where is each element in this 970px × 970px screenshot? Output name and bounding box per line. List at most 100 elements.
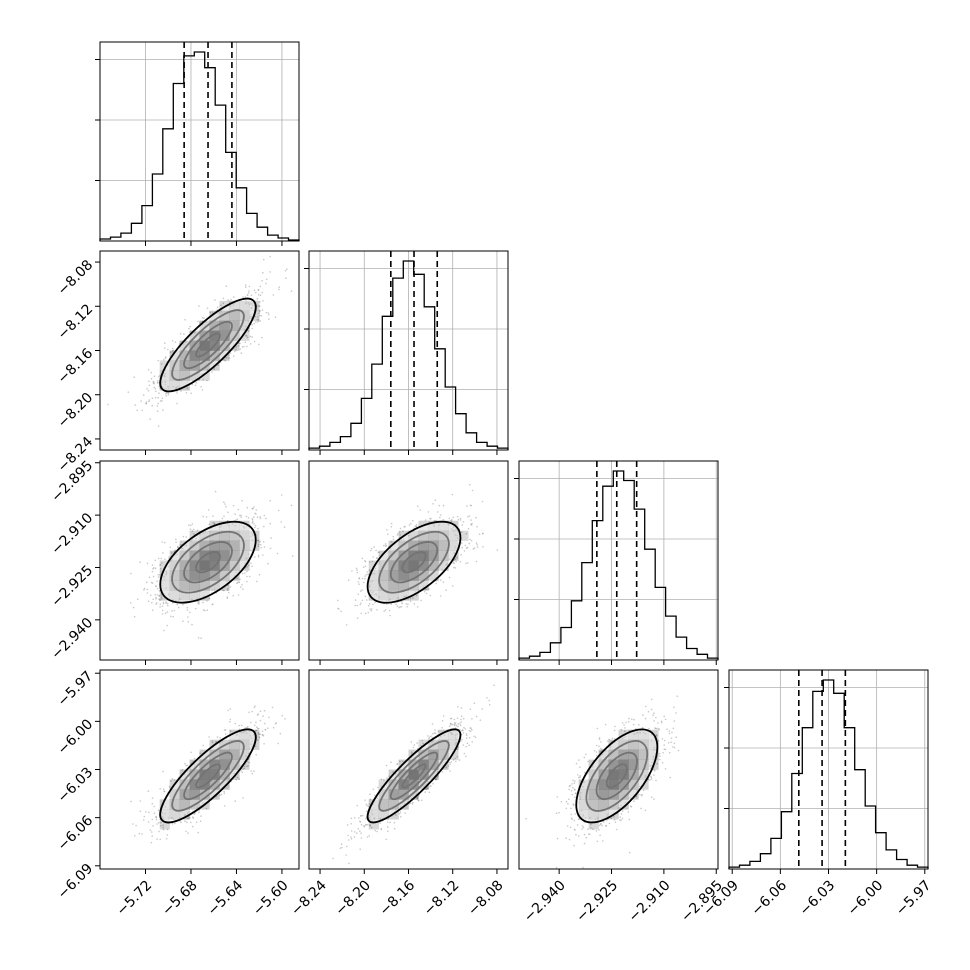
x-tick-label: −8.16 [377,877,419,919]
sample-point [243,767,246,770]
density-cell [239,560,250,571]
sample-point [180,390,182,392]
sample-point [582,814,584,816]
sample-point [594,818,597,821]
sample-point [200,386,202,388]
sample-point [269,255,272,258]
sample-point [185,340,187,343]
sample-point [360,823,363,826]
sample-point [420,599,422,602]
sample-point [642,789,645,792]
sample-point [239,578,241,581]
sample-point [171,340,174,342]
sample-point [240,514,242,517]
sample-point [428,737,430,740]
sample-point [657,740,660,742]
sample-point [211,741,214,744]
density-cell [179,370,190,381]
sample-point [160,596,163,598]
sample-point [248,711,250,714]
sample-point [263,709,266,712]
sample-point [269,547,272,550]
sample-point [575,792,577,794]
sample-point [164,575,166,578]
sample-point [496,549,499,551]
sample-point [261,309,264,312]
sample-point [148,384,151,387]
sample-point [659,758,661,761]
sample-point [372,603,374,606]
sample-point [386,529,388,531]
sample-point [213,590,216,592]
sample-point [167,388,169,390]
density-cell [628,779,639,790]
density-cell [368,809,379,820]
sample-point [584,817,587,819]
contour-line [183,751,233,801]
sample-point [154,396,157,399]
sample-point [173,818,175,821]
sample-point [232,296,235,298]
sample-point [442,518,445,521]
sample-point [424,791,427,793]
panel-frame [99,669,300,870]
sample-point [449,770,451,772]
sample-point [214,299,216,301]
y-tick-label: −8.08 [55,257,97,299]
density-cell [189,350,200,361]
sample-point [272,294,275,296]
sample-point [253,340,256,343]
sample-point [632,723,635,726]
sample-point [164,812,166,815]
sample-point [269,522,272,525]
sample-point [579,796,582,799]
density-cell [189,759,200,770]
sample-point [422,586,425,588]
sample-point [240,352,243,354]
sample-point [389,614,391,617]
sample-point [574,789,576,791]
sample-point [242,797,244,799]
sample-point [369,608,371,610]
density-cell [179,769,190,780]
sample-point [431,741,434,743]
sample-point [574,796,576,798]
sample-point [251,740,253,743]
density-cell [368,580,379,591]
sample-point [188,327,190,330]
sample-point [157,576,160,578]
sample-point [404,812,406,814]
sample-point [246,580,248,583]
sample-point [396,605,399,607]
sample-point [148,380,150,383]
sample-point [369,798,372,800]
sample-point [193,813,196,816]
density-cell [159,380,170,391]
sample-point [167,348,169,351]
sample-point [212,515,214,517]
sample-point [359,820,361,823]
sample-point [600,822,602,825]
sample-point [451,527,453,530]
sample-point [239,342,241,345]
sample-point [373,546,375,548]
sample-point [256,316,259,318]
sample-point [157,425,160,428]
density-cell [189,360,200,371]
sample-point [155,596,157,599]
sample-point [248,303,251,306]
sample-point [221,740,224,743]
sample-point [265,517,267,520]
sample-point [386,777,388,779]
sample-point [361,577,364,580]
sample-point [257,320,260,323]
sample-point [151,609,154,611]
sample-point [596,744,598,747]
sample-point [356,832,358,834]
y-tick-label: −2.925 [48,562,96,610]
sample-point [262,733,264,736]
sample-point [258,343,260,346]
panel-frame [99,41,300,242]
sample-point [368,585,371,588]
sample-point [668,732,671,735]
